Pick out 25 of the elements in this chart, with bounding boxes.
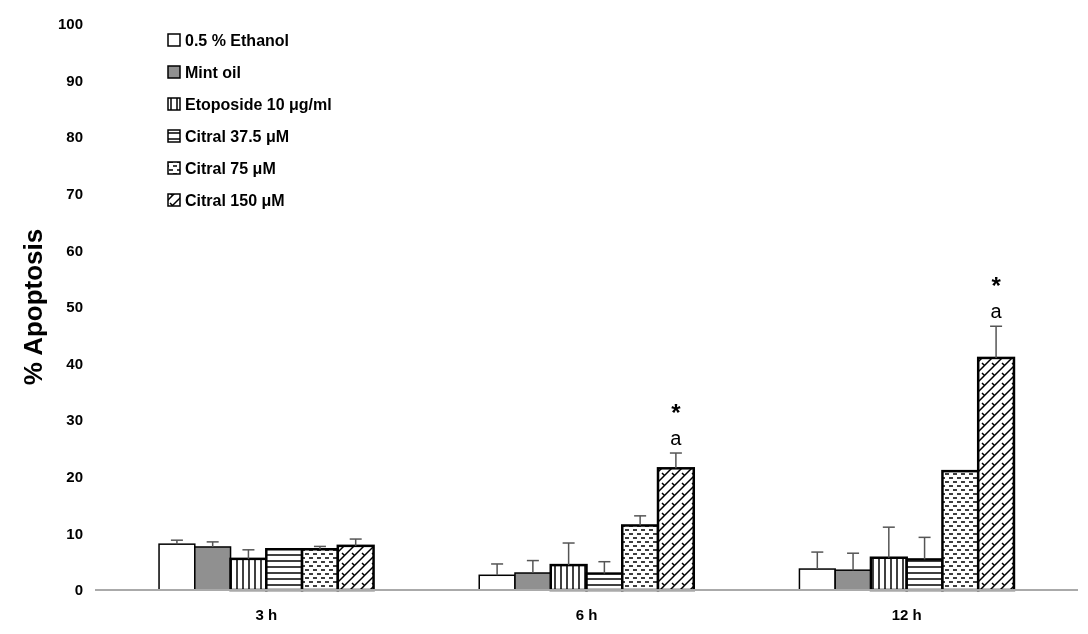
y-tick-label: 90 <box>66 71 83 89</box>
legend-label: 0.5 % Ethanol <box>185 31 290 49</box>
annotation: a <box>990 300 1003 323</box>
x-tick-label: 3 h <box>255 606 278 623</box>
legend-label: Citral 75 μM <box>185 159 276 177</box>
y-tick-label: 10 <box>66 524 83 542</box>
legend-label: Citral 150 μM <box>185 191 285 209</box>
y-axis-title: % Apoptosis <box>18 228 48 386</box>
y-tick-label: 80 <box>66 128 83 146</box>
y-tick-label: 70 <box>66 185 83 203</box>
annotation: * <box>671 399 682 427</box>
legend-label: Etoposide 10 μg/ml <box>185 95 332 113</box>
y-tick-label: 30 <box>66 411 83 429</box>
legend-label: Mint oil <box>185 63 241 81</box>
annotation: a <box>670 427 683 450</box>
annotation: * <box>991 272 1002 300</box>
y-tick-label: 50 <box>66 298 83 316</box>
y-tick-label: 40 <box>66 354 83 372</box>
x-tick-label: 12 h <box>891 606 922 623</box>
legend-label: Citral 37.5 μM <box>185 127 290 145</box>
y-tick-label: 60 <box>66 241 83 259</box>
x-tick-label: 6 h <box>575 606 598 623</box>
y-tick-label: 0 <box>74 581 83 599</box>
y-tick-label: 100 <box>57 15 83 33</box>
y-tick-label: 20 <box>66 468 83 486</box>
